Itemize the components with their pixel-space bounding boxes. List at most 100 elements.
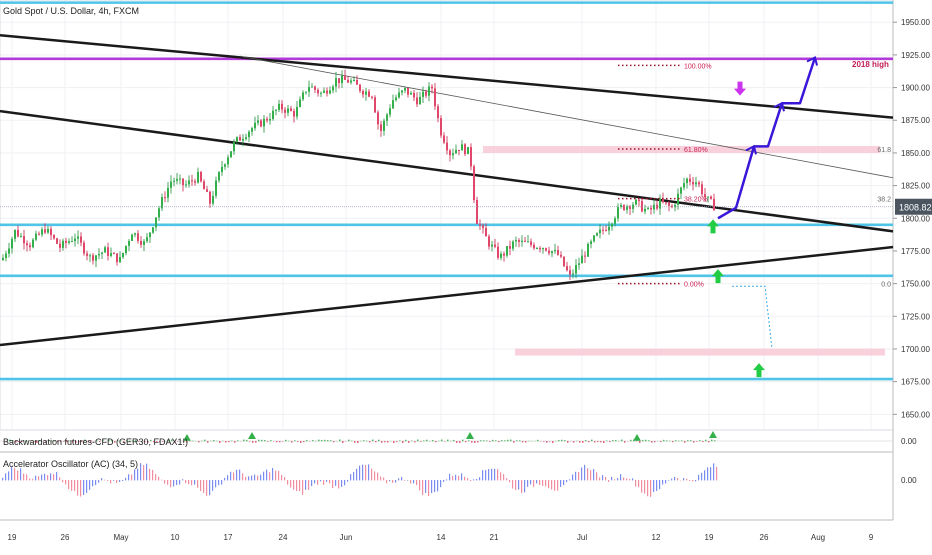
- ac-bar: [158, 477, 159, 481]
- candle: [182, 178, 184, 191]
- fib-label: 38.20%: [684, 197, 708, 204]
- ac-bar: [548, 480, 549, 488]
- candle: [659, 194, 661, 214]
- price-tick-label: 1900.00: [901, 84, 930, 93]
- candle: [266, 116, 268, 122]
- candle: [155, 217, 157, 231]
- ac-bar: [191, 480, 192, 485]
- candle: [464, 143, 466, 156]
- ac-bar: [581, 467, 582, 480]
- ac-bar: [20, 468, 21, 480]
- ac-bar: [602, 475, 603, 480]
- ac-bar: [497, 469, 498, 480]
- candle: [629, 205, 631, 215]
- ac-bar: [455, 475, 456, 481]
- ac-bar: [659, 480, 660, 489]
- ac-bar: [371, 469, 372, 481]
- ac-bar: [392, 480, 393, 483]
- candle: [632, 202, 634, 213]
- candle: [710, 195, 712, 199]
- indicator-label-backwardation[interactable]: Backwardation futures-CFD (GER30, FDAX1!…: [3, 437, 188, 447]
- candle: [341, 70, 343, 88]
- ac-bar: [464, 477, 465, 481]
- candle: [125, 245, 127, 255]
- ac-bar: [545, 480, 546, 486]
- ac-bar: [338, 480, 339, 488]
- candle: [140, 236, 142, 248]
- trend-line: [0, 247, 893, 345]
- ac-bar: [80, 480, 81, 496]
- candle: [455, 144, 457, 154]
- pink-zone: [515, 349, 885, 356]
- backwardation-bar: [567, 441, 569, 443]
- candle: [422, 86, 424, 103]
- candle: [29, 243, 31, 251]
- candle: [296, 101, 298, 120]
- ac-bar: [284, 477, 285, 480]
- ac-bar: [491, 469, 492, 481]
- ac-bar: [611, 477, 612, 480]
- ac-bar: [29, 479, 30, 481]
- ac-bar: [101, 478, 102, 480]
- ac-bar: [17, 471, 18, 481]
- ac-bar: [299, 480, 300, 491]
- ac-bar: [566, 480, 567, 482]
- candle: [524, 237, 526, 242]
- trend-lines: [0, 35, 893, 345]
- candle: [506, 246, 508, 258]
- time-tick-label: 19: [705, 533, 714, 542]
- ac-bar: [53, 474, 54, 480]
- ac-bar: [110, 480, 111, 483]
- ac-bar: [26, 474, 27, 480]
- ac-bar: [380, 477, 381, 481]
- price-tick-label: 1925.00: [901, 51, 930, 60]
- indicator-label-accelerator[interactable]: Accelerator Oscillator (AC) (34, 5): [3, 459, 138, 469]
- ac-bar: [251, 476, 252, 481]
- candle: [554, 244, 556, 254]
- ac-bar: [200, 480, 201, 491]
- backwardation-bar: [456, 441, 458, 443]
- ac-bar: [302, 480, 303, 495]
- price-tick-label: 1700.00: [901, 345, 930, 354]
- candle: [203, 179, 205, 189]
- ac-bar: [227, 475, 228, 480]
- candle: [596, 232, 598, 236]
- candle: [584, 251, 586, 263]
- candle: [437, 104, 439, 122]
- ac-bar: [137, 469, 138, 481]
- ac-bar: [275, 471, 276, 481]
- candle: [263, 115, 265, 133]
- time-tick-label: 19: [8, 533, 17, 542]
- candle: [197, 168, 199, 184]
- candle: [224, 163, 226, 170]
- ac-bar: [572, 475, 573, 481]
- candle: [269, 113, 271, 125]
- candle: [50, 226, 52, 240]
- candle: [287, 105, 289, 116]
- ac-bar: [326, 480, 327, 482]
- ac-bar: [620, 474, 621, 480]
- candle: [509, 241, 511, 256]
- ac-bar: [665, 480, 666, 483]
- ac-bar: [641, 480, 642, 493]
- candle: [503, 252, 505, 262]
- ac-bar: [245, 477, 246, 481]
- ac-bar: [218, 480, 219, 485]
- time-tick-label: 9: [869, 533, 874, 542]
- ac-bar: [617, 478, 618, 480]
- ac-bar: [206, 480, 207, 496]
- candle: [170, 175, 172, 193]
- ac-bar: [239, 470, 240, 481]
- candle: [593, 235, 595, 243]
- ac-bar: [179, 480, 180, 485]
- ac-bar: [362, 465, 363, 481]
- candle: [113, 252, 115, 254]
- price-tick-label: 1825.00: [901, 182, 930, 191]
- candle: [467, 147, 469, 154]
- ac-bar: [515, 480, 516, 490]
- candle: [569, 266, 571, 281]
- candle: [641, 198, 643, 212]
- candle: [671, 204, 673, 208]
